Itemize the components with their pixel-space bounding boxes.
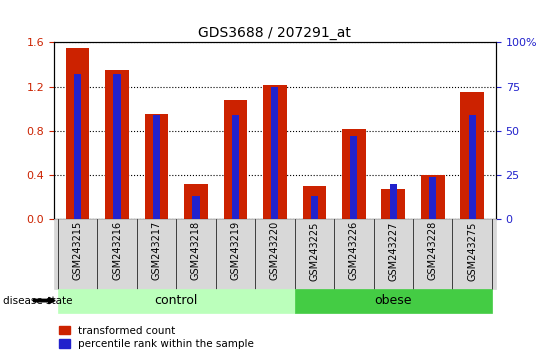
Text: obese: obese: [375, 294, 412, 307]
Bar: [144, 114, 168, 219]
Text: GSM243220: GSM243220: [270, 221, 280, 280]
Text: GSM243225: GSM243225: [309, 221, 319, 281]
Text: GSM243228: GSM243228: [428, 221, 438, 280]
Legend: transformed count, percentile rank within the sample: transformed count, percentile rank withi…: [59, 326, 254, 349]
Bar: [263, 85, 287, 219]
Bar: [232, 115, 239, 219]
Text: GSM243219: GSM243219: [231, 221, 240, 280]
Bar: [382, 188, 405, 219]
Bar: [350, 136, 357, 219]
Bar: [342, 129, 365, 219]
Text: GSM243226: GSM243226: [349, 221, 359, 280]
Bar: [429, 177, 436, 219]
Text: GSM243217: GSM243217: [151, 221, 162, 280]
Text: GSM243216: GSM243216: [112, 221, 122, 280]
Bar: [390, 184, 397, 219]
Bar: [114, 74, 121, 219]
Bar: [302, 186, 326, 219]
Text: disease state: disease state: [3, 296, 72, 306]
Bar: [192, 196, 199, 219]
Bar: [460, 92, 484, 219]
Text: control: control: [155, 294, 198, 307]
Title: GDS3688 / 207291_at: GDS3688 / 207291_at: [198, 26, 351, 40]
Text: GSM243275: GSM243275: [467, 221, 477, 281]
Bar: [74, 74, 81, 219]
Bar: [271, 87, 279, 219]
Text: GSM243215: GSM243215: [73, 221, 82, 280]
Bar: [105, 70, 129, 219]
Bar: [153, 115, 160, 219]
Text: GSM243227: GSM243227: [388, 221, 398, 281]
Bar: [184, 184, 208, 219]
Bar: [311, 196, 318, 219]
Text: GSM243218: GSM243218: [191, 221, 201, 280]
Bar: [66, 48, 89, 219]
Bar: [224, 100, 247, 219]
Bar: [421, 175, 445, 219]
Bar: [468, 115, 476, 219]
